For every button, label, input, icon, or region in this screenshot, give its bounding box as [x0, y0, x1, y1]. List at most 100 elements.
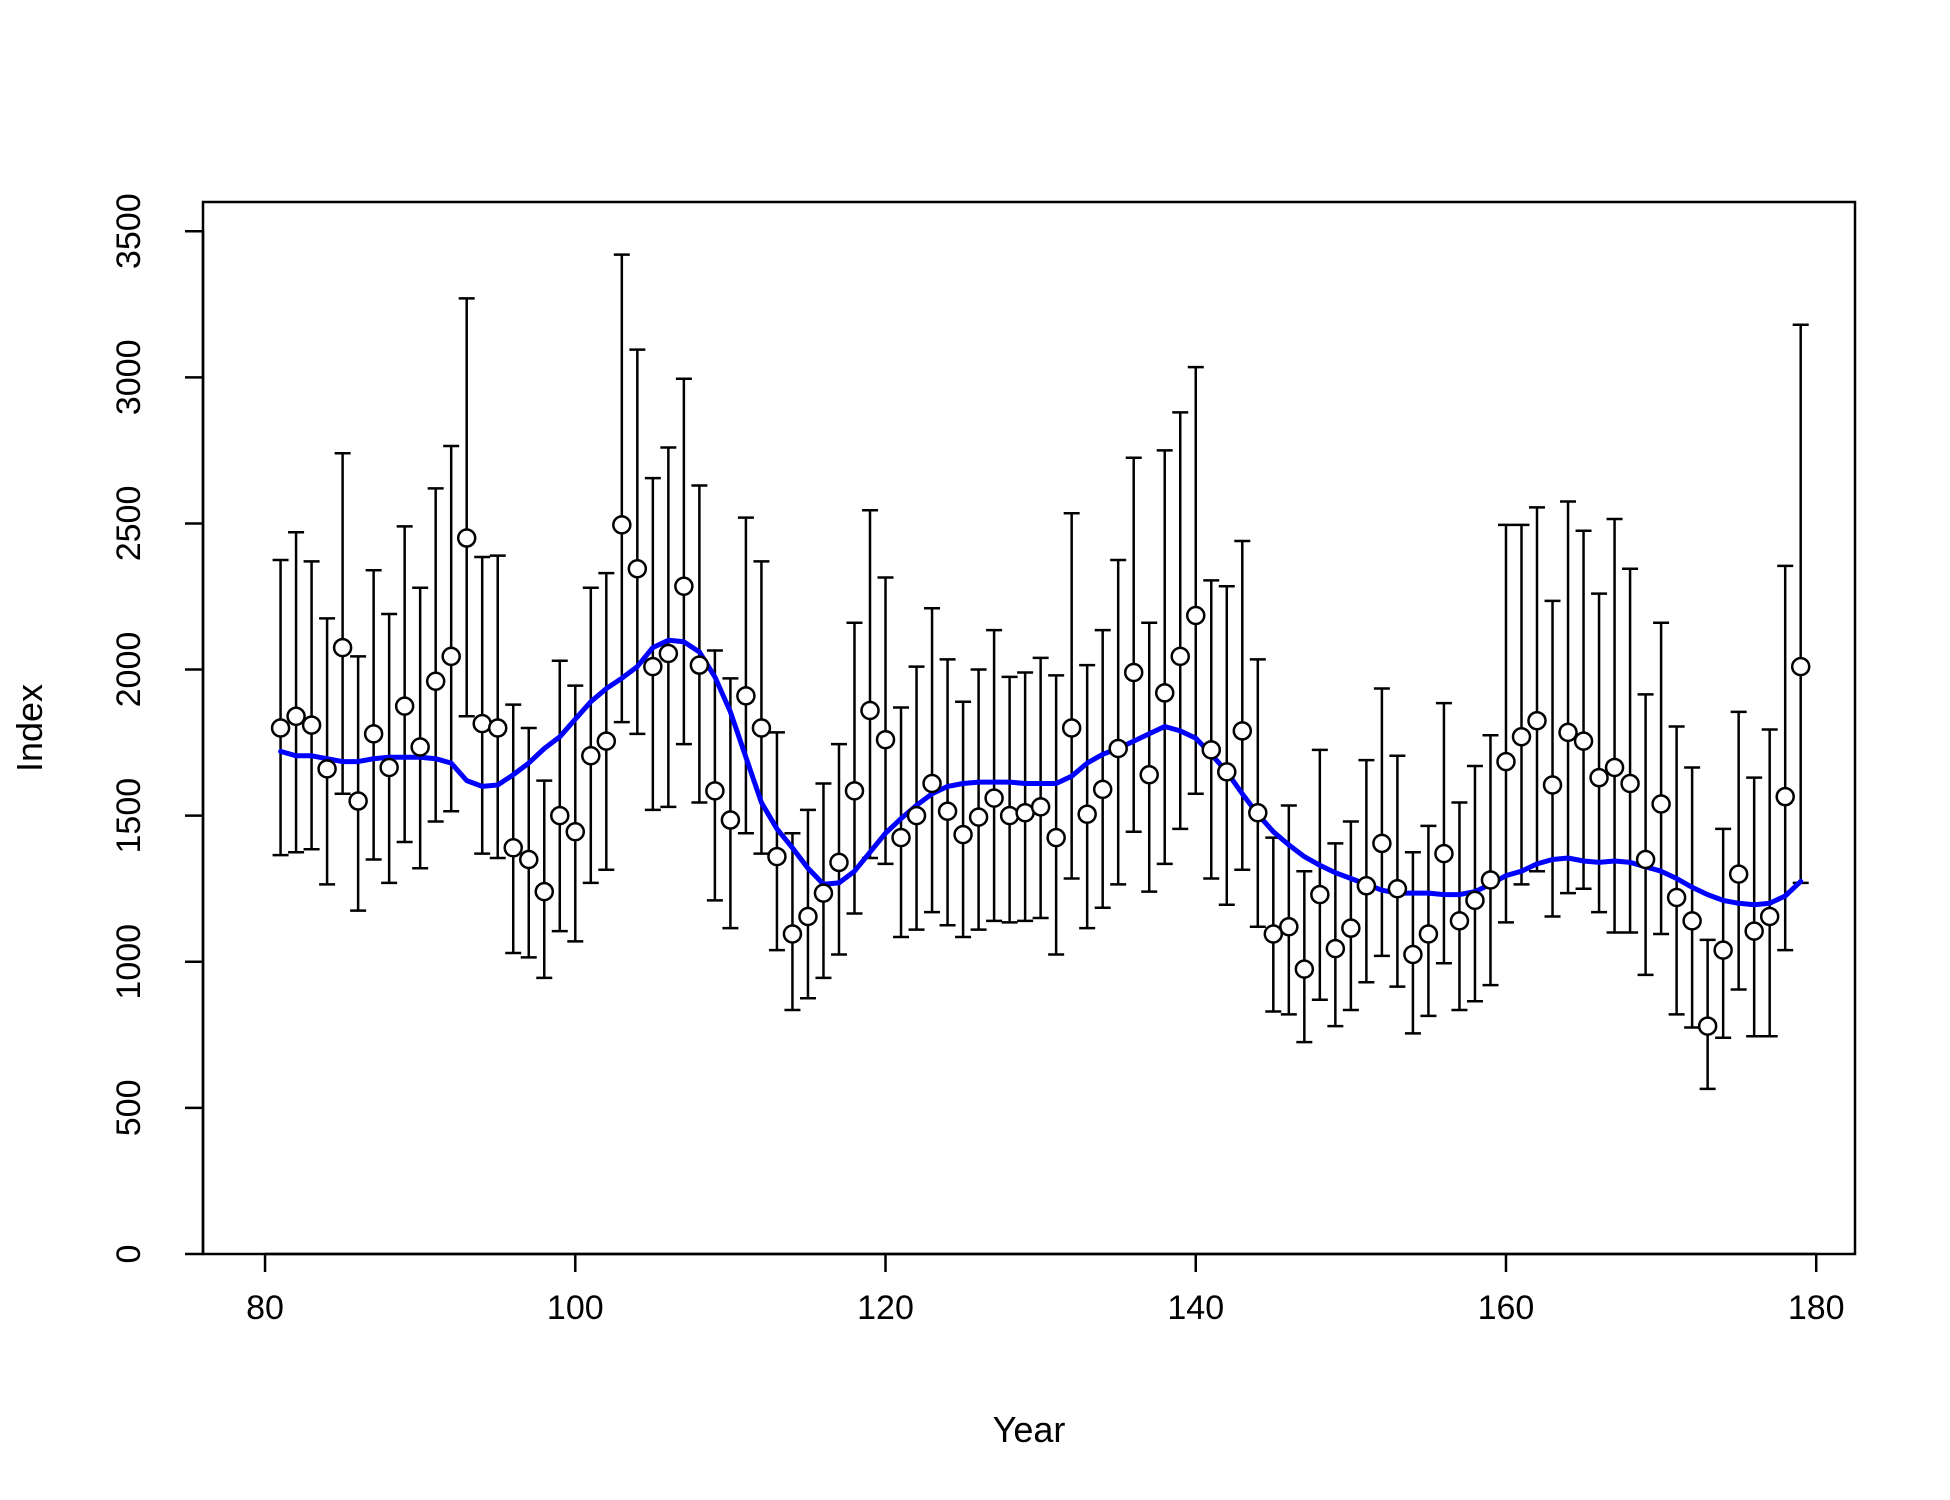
data-point [767, 846, 787, 867]
y-tick-label: 3500 [110, 193, 148, 269]
y-tick-label: 3000 [110, 340, 148, 416]
data-point [487, 718, 508, 738]
y-axis: 0 500 1000 1500 2000 2500 3000 3500 [110, 193, 205, 1264]
data-point [1449, 911, 1470, 931]
data-point [829, 852, 849, 873]
data-point [1790, 656, 1811, 677]
data-point [1744, 921, 1764, 941]
data-point [1480, 870, 1501, 890]
data-point [1372, 833, 1392, 854]
data-point [984, 788, 1004, 808]
x-tick-label: 140 [1167, 1289, 1224, 1327]
data-point [425, 671, 446, 691]
data-point [875, 729, 896, 750]
data-point [286, 706, 306, 727]
data-point [1666, 887, 1687, 908]
data-point [1046, 827, 1066, 848]
data-point [1263, 924, 1284, 944]
data-point [937, 801, 958, 822]
data-point [1403, 944, 1423, 965]
data-point [363, 724, 384, 744]
data-point [1635, 849, 1656, 870]
data-point [782, 924, 803, 944]
data-point [534, 881, 555, 902]
data-point [596, 731, 617, 751]
data-point [1123, 662, 1144, 683]
data-point [379, 757, 399, 778]
data-point [1527, 710, 1547, 731]
data-point [518, 849, 539, 870]
data-point [394, 696, 415, 716]
data-point [844, 781, 865, 801]
data-point [1697, 1016, 1718, 1036]
data-point [999, 805, 1020, 826]
data-point [1604, 757, 1625, 778]
data-point [1201, 740, 1222, 760]
data-point [751, 718, 772, 738]
data-point [1542, 775, 1563, 795]
x-tick-label: 160 [1478, 1289, 1535, 1327]
data-point [736, 686, 756, 706]
data-point [1186, 605, 1206, 626]
data-point [1759, 906, 1780, 927]
data-point [612, 515, 632, 535]
data-point [968, 807, 989, 827]
data-point [860, 700, 880, 721]
data-point [1310, 884, 1330, 905]
data-point [270, 718, 291, 738]
y-tick-label: 2500 [110, 486, 148, 562]
data-point [1092, 779, 1113, 800]
data-point [565, 821, 586, 842]
data-point [1356, 876, 1377, 896]
x-tick-label: 80 [246, 1289, 284, 1327]
error-bars [272, 253, 1809, 1091]
data-point [813, 883, 834, 903]
data-point [1620, 773, 1640, 794]
data-point [1217, 762, 1237, 782]
data-point [581, 746, 601, 766]
data-point [674, 576, 694, 597]
data-point [1728, 864, 1749, 884]
data-point [1154, 683, 1175, 703]
data-point [922, 773, 942, 794]
x-axis-title: Year [993, 1409, 1066, 1450]
data-point [410, 737, 430, 757]
x-tick-label: 100 [547, 1289, 604, 1327]
data-point [1030, 797, 1051, 817]
y-tick-label: 500 [110, 1080, 148, 1137]
data-point [627, 558, 648, 579]
data-point [1775, 786, 1795, 807]
data-point [1139, 765, 1159, 785]
data-point [1651, 794, 1671, 814]
data-point [1387, 878, 1408, 899]
data-point [1279, 916, 1299, 937]
smooth-line [278, 637, 1804, 908]
data-point [1294, 959, 1315, 979]
data-point [1232, 721, 1253, 741]
y-tick-label: 1500 [110, 778, 148, 854]
data-point [1325, 938, 1346, 959]
data-point [301, 715, 322, 735]
data-point [550, 805, 570, 826]
data-point [720, 810, 741, 830]
data-point [906, 805, 927, 826]
data-point [317, 759, 337, 779]
data-point [348, 791, 368, 811]
data-point [332, 637, 353, 658]
y-tick-label: 1000 [110, 924, 148, 1000]
data-point [441, 646, 461, 667]
data-point [456, 528, 477, 548]
data-point [1248, 802, 1268, 823]
data-point [705, 781, 725, 801]
data-point [953, 824, 973, 845]
data-point [1713, 940, 1733, 960]
data-point [658, 643, 679, 664]
x-axis: 80 100 120 140 160 180 [246, 1252, 1845, 1327]
y-tick-label: 0 [110, 1245, 148, 1264]
data-point [1077, 804, 1097, 824]
data-point [1589, 767, 1609, 788]
data-point [1496, 751, 1516, 772]
data-point [1434, 843, 1454, 864]
data-point [1573, 731, 1594, 751]
